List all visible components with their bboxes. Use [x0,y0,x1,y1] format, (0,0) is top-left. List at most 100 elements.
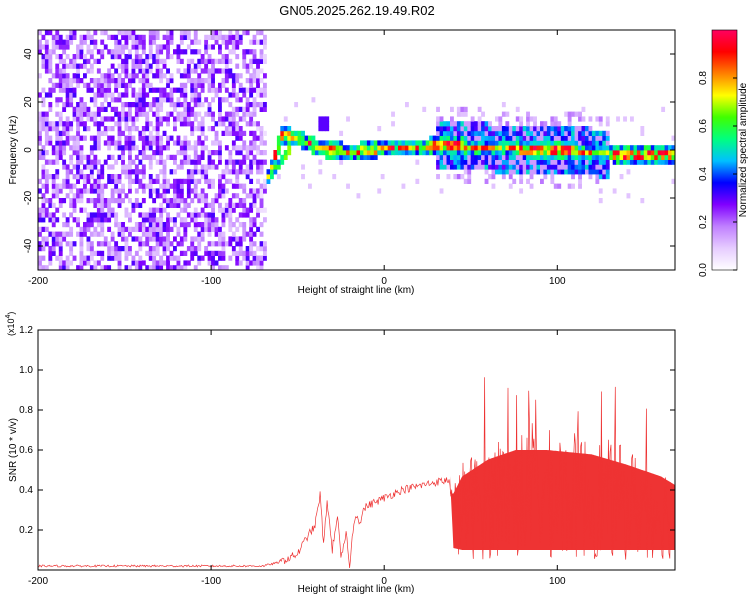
spectrogram-cell [79,265,84,270]
spectrogram-cell [380,174,385,180]
spectrogram-cell [533,150,537,156]
spectrogram-cell [612,145,617,151]
spectrogram-cell [259,68,264,74]
spectrogram-cell [169,73,174,79]
spectrogram-cell [89,198,94,204]
spectrogram-cell [159,260,164,266]
spectrogram-cell [553,121,558,127]
spectrogram-cell [190,246,195,252]
spectrogram-cell [148,49,153,55]
spectrogram-cell [450,145,454,151]
spectrogram-cell [159,217,164,223]
spectrogram-cell [169,102,174,108]
spectrogram-cell [166,78,170,84]
spectrogram-cell [76,198,80,204]
spectrogram-cell [498,116,503,122]
spectrogram-cell [398,150,402,156]
spectrogram-cell [211,116,215,122]
spectrogram-cell [169,154,174,160]
spectrogram-cell [41,169,46,175]
spectrogram-cell [332,150,337,156]
spectrogram-cell [117,246,122,252]
spectrogram-cell [38,178,42,184]
spectrogram-cell [117,193,122,199]
spectrogram-cell [238,198,243,204]
spectrogram-cell [128,54,132,60]
spectrogram-cell [228,49,233,55]
spectrogram-cell [245,106,250,112]
spectrogram-cell [436,126,440,132]
spectrogram-cell [543,169,548,175]
spectrogram-cell [93,159,98,165]
spectrogram-cell [100,212,105,218]
spectrogram-cell [550,121,555,127]
spectrogram-cell [605,140,610,146]
spectrogram-cell [179,178,184,184]
spectrogram-cell [121,164,125,170]
spectrogram-cell [176,226,181,232]
spectrogram-cell [235,73,240,79]
spectrogram-cell [128,188,132,194]
spectrogram-cell [134,260,139,266]
spectrogram-cell [259,102,264,108]
spectrogram-cell [72,92,77,98]
spectrogram-cell [96,202,101,208]
spectrogram-cell [44,207,49,213]
spectrogram-cell [501,102,506,108]
spectrogram-cell [605,150,610,156]
spectrogram-cell [190,111,195,117]
spectrogram-cell [186,121,191,127]
spectrogram-cell [44,159,49,165]
spectrogram-cell [145,111,150,117]
spectrogram-cell [456,164,461,170]
spectrogram-cell [148,164,153,170]
spectrogram-cell [117,54,122,60]
spectrogram-cell [41,246,46,252]
spectrogram-cell [488,150,492,156]
spectrogram-cell [117,145,122,151]
spectrogram-cell [79,231,84,237]
spectrogram-cell [231,202,236,208]
spectrogram-cell [124,241,129,247]
spectrogram-cell [460,140,465,146]
spectrogram-cell [228,207,233,213]
spectrogram-cell [463,145,468,151]
spectrogram-cell [89,246,94,252]
spectrogram-cell [96,126,101,132]
spectrogram-cell [207,159,212,165]
spectrogram-cell [79,150,84,156]
spectrogram-cell [72,135,77,141]
snr-x-axis: -200 -100 0 100 [28,330,566,587]
spectrogram-cell [193,34,198,40]
spectrogram-cell [96,121,101,127]
spectrogram-cell [145,63,150,69]
spectrogram-cell [93,116,98,122]
spectrogram-cell [103,212,108,218]
spectrogram-cell [200,82,205,88]
spectrogram-cell [640,159,645,165]
spectrogram-cell [173,49,177,55]
spectrogram-cell [526,111,530,117]
spectrogram-cell [124,87,129,93]
spectrogram-cell [162,226,167,232]
spectrogram-cell [89,145,94,151]
spectrogram-cell [356,145,361,151]
spectrogram-cell [69,102,74,108]
y-tick-label: -20 [23,190,34,205]
spectrogram-cell [100,207,105,213]
spectrogram-cell [224,241,229,247]
spectrogram-cell [200,212,205,218]
spectrogram-cell [467,154,472,160]
spectrogram-cell [141,231,146,237]
spectrogram-cell [301,130,305,136]
spectrogram-cell [332,140,337,146]
spectrogram-cell [321,145,326,151]
spectrogram-cell [44,140,49,146]
spectrogram-cell [238,150,243,156]
spectrogram-cell [598,116,603,122]
spectrogram-cell [460,159,465,165]
spectrogram-cell [83,39,87,45]
spectrogram-cell [138,78,143,84]
spectrogram-cell [245,246,250,252]
spectrogram-cell [179,164,184,170]
